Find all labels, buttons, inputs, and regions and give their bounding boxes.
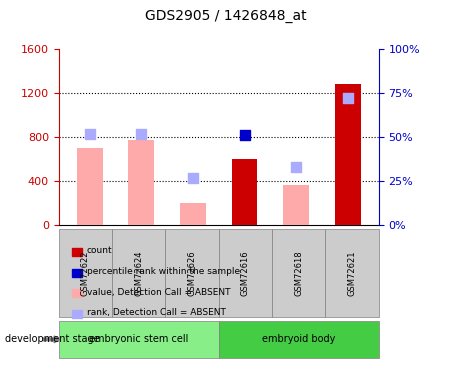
Bar: [59, 229, 112, 317]
Bar: [59, 321, 219, 358]
Text: GSM72618: GSM72618: [295, 250, 303, 296]
Bar: [326, 229, 379, 317]
Text: rank, Detection Call = ABSENT: rank, Detection Call = ABSENT: [87, 308, 226, 317]
Text: GDS2905 / 1426848_at: GDS2905 / 1426848_at: [145, 9, 306, 23]
Point: [241, 132, 248, 138]
Bar: [72, 310, 82, 318]
Bar: [219, 321, 379, 358]
Bar: [272, 229, 326, 317]
FancyArrow shape: [43, 336, 60, 343]
Point: [293, 164, 300, 170]
Text: GSM72621: GSM72621: [348, 250, 357, 296]
Text: percentile rank within the sample: percentile rank within the sample: [87, 267, 240, 276]
Bar: [77, 148, 102, 225]
Text: GSM72616: GSM72616: [241, 250, 250, 296]
Bar: [166, 229, 219, 317]
Point: [86, 130, 93, 136]
Text: development stage: development stage: [5, 334, 99, 344]
Text: embryoid body: embryoid body: [262, 334, 336, 344]
Bar: [180, 203, 206, 225]
Point: [344, 95, 351, 101]
Point: [189, 175, 197, 181]
Bar: [72, 248, 82, 256]
Bar: [129, 140, 154, 225]
Text: count: count: [87, 246, 112, 255]
Text: GSM72626: GSM72626: [188, 250, 197, 296]
Bar: [72, 289, 82, 297]
Bar: [219, 229, 272, 317]
Bar: [72, 268, 82, 277]
Bar: [112, 229, 166, 317]
Text: embryonic stem cell: embryonic stem cell: [89, 334, 189, 344]
Text: GSM72622: GSM72622: [81, 250, 90, 296]
Bar: [232, 159, 258, 225]
Text: GSM72624: GSM72624: [134, 250, 143, 296]
Text: value, Detection Call = ABSENT: value, Detection Call = ABSENT: [87, 288, 230, 297]
Bar: [335, 84, 361, 225]
Bar: [283, 185, 309, 225]
Point: [138, 130, 145, 136]
